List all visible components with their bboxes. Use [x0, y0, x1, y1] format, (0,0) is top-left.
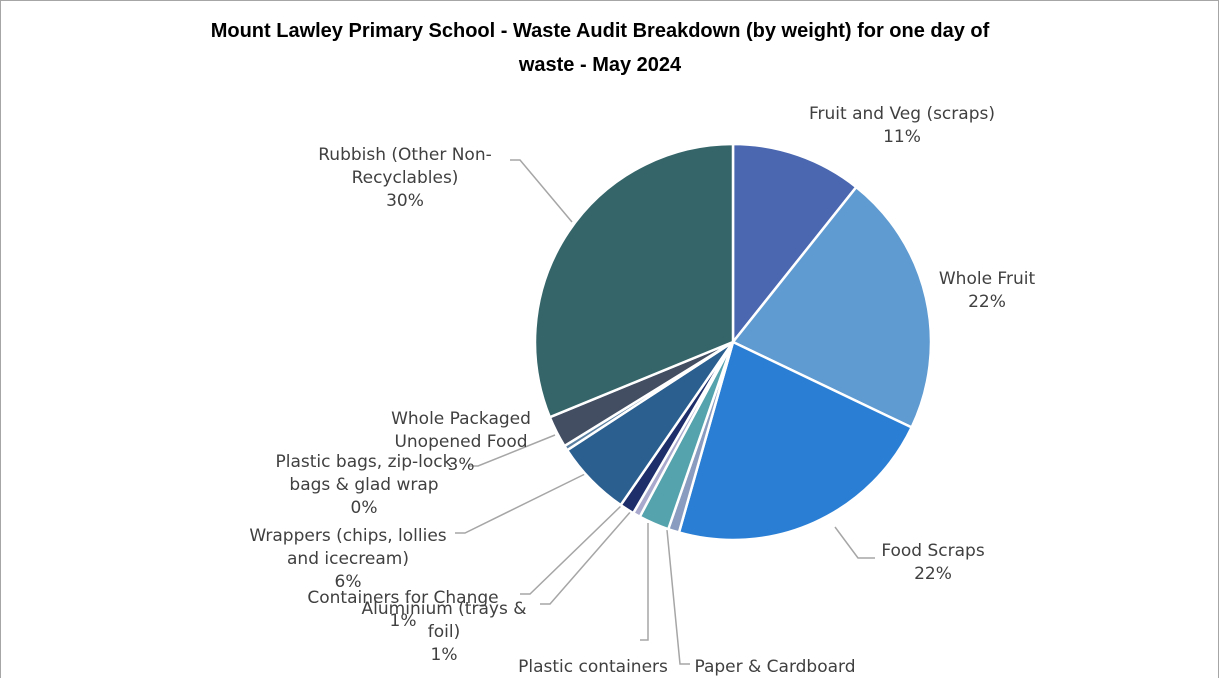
data-label-text: Plastic containers	[518, 657, 668, 677]
pie-slices	[533, 142, 933, 542]
data-label-percent: 6%	[335, 572, 362, 592]
data-label-percent: 3%	[448, 455, 475, 475]
leader-lines	[455, 159, 875, 665]
data-label-text: Plastic bags, zip-lock	[276, 452, 453, 472]
data-label-text: Unopened Food	[394, 432, 527, 452]
data-labels: Fruit and Veg (scraps) 11%Whole Fruit 22%F…	[249, 104, 1036, 678]
data-label-text: Whole Packaged	[391, 409, 531, 429]
data-label-4: Plastic containers3%	[518, 657, 668, 678]
data-label-text: Aluminium (trays &	[362, 599, 527, 619]
data-label-text: Fruit and Veg (scraps)	[809, 104, 995, 124]
data-label-percent: 0%	[351, 498, 378, 518]
chart-title-line-1: Mount Lawley Primary School - Waste Audi…	[211, 20, 990, 42]
pie-slice-1	[731, 185, 933, 429]
leader-line-6	[520, 504, 623, 595]
pie-slice-10	[533, 142, 735, 419]
data-label-6: Containers for Change 1%	[307, 588, 498, 631]
pie-slice-2	[677, 340, 913, 542]
data-label-text: Recyclables)	[352, 168, 459, 188]
data-label-percent: 22%	[968, 292, 1006, 312]
data-label-text: and icecream)	[287, 549, 409, 569]
chart-title-line-2: waste - May 2024	[518, 54, 682, 76]
data-label-percent: 11%	[883, 127, 921, 147]
data-label-percent: 1%	[390, 611, 417, 631]
data-label-7: Wrappers (chips, lollies and icecream) 6%	[249, 526, 446, 592]
leader-line-8	[468, 434, 556, 467]
leader-line-4	[640, 523, 649, 641]
data-label-3: Paper & Cardboard1%	[694, 657, 855, 678]
data-label-text: Wrappers (chips, lollies	[249, 526, 446, 546]
data-label-10: Rubbish (Other Non- Recyclables) 30%	[318, 145, 492, 211]
data-label-5: Aluminium (trays & foil) 1%	[362, 599, 527, 665]
data-label-9: Whole Packaged Unopened Food 3%	[391, 409, 531, 475]
data-label-0: Fruit and Veg (scraps) 11%	[809, 104, 995, 147]
data-label-percent: 30%	[386, 191, 424, 211]
data-label-percent: 1%	[431, 645, 458, 665]
data-label-text: Rubbish (Other Non-	[318, 145, 492, 165]
data-label-percent: 22%	[914, 564, 952, 584]
leader-line-2	[834, 526, 875, 559]
data-label-text: Paper & Cardboard	[694, 657, 855, 677]
leader-line-3	[666, 529, 690, 665]
data-label-8: Plastic bags, zip-lock bags & glad wrap 0%	[276, 452, 453, 518]
data-label-text: Whole Fruit	[939, 269, 1036, 289]
data-label-text: bags & glad wrap	[289, 475, 438, 495]
data-label-text: Food Scraps	[881, 541, 985, 561]
leader-line-10	[510, 159, 573, 223]
leader-line-5	[540, 509, 633, 605]
data-label-text: Containers for Change	[307, 588, 498, 608]
data-label-1: Whole Fruit 22%	[939, 269, 1036, 312]
chart-title: Mount Lawley Primary School - Waste Audi…	[211, 20, 990, 76]
data-label-2: Food Scraps 22%	[881, 541, 985, 584]
leader-line-7	[455, 473, 586, 534]
pie-slice-0	[731, 142, 858, 344]
data-label-text: foil)	[428, 622, 460, 642]
